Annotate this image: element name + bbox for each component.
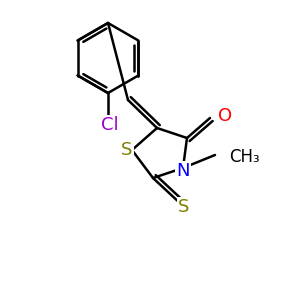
- Text: CH₃: CH₃: [229, 148, 260, 166]
- Text: O: O: [218, 107, 232, 125]
- Text: N: N: [176, 162, 190, 180]
- Text: S: S: [178, 198, 190, 216]
- Text: S: S: [121, 141, 133, 159]
- Text: Cl: Cl: [101, 116, 119, 134]
